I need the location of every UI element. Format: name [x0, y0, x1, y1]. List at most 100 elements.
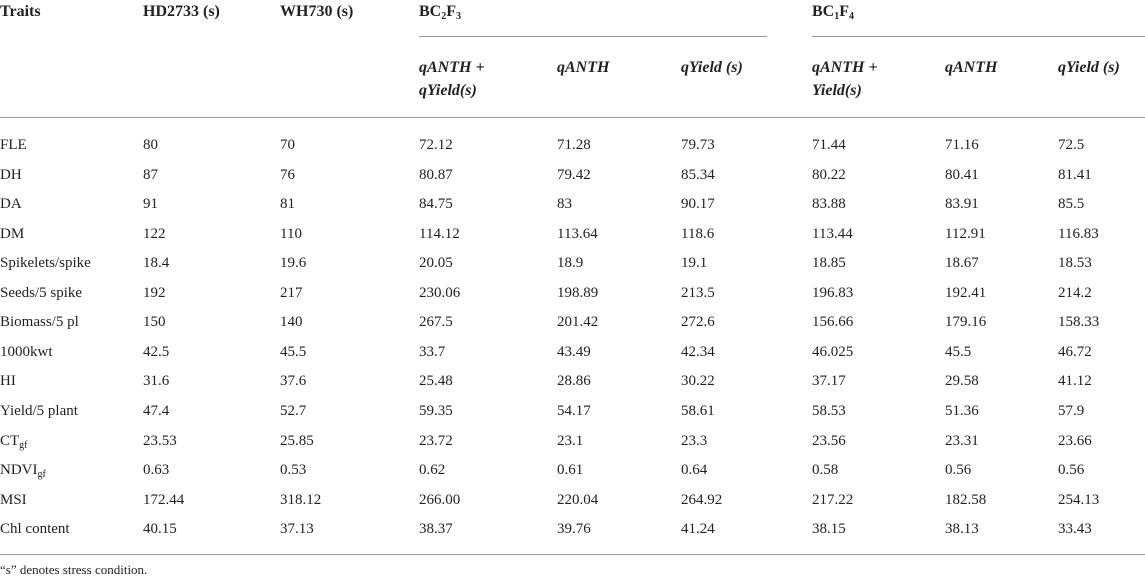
table-cell: 196.83 — [812, 284, 854, 301]
table-cell: 38.37 — [419, 521, 453, 538]
bottom-rule — [0, 554, 1145, 555]
subscript: 1 — [834, 11, 840, 22]
table-cell: 81.41 — [1058, 166, 1092, 183]
table-cell: 23.31 — [945, 432, 979, 449]
table-cell: 37.17 — [812, 373, 846, 390]
table-cell: 72.12 — [419, 137, 453, 153]
table-cell: 51.36 — [945, 402, 979, 419]
table-cell: 83.88 — [812, 196, 846, 213]
table-cell: 118.6 — [681, 225, 715, 242]
table-cell: 230.06 — [419, 284, 461, 301]
table-cell: 0.56 — [945, 462, 972, 479]
table-cell: 83 — [557, 196, 572, 213]
sub-column-header: qANTH + Yield(s) — [812, 59, 878, 99]
table-cell: 72.5 — [1058, 137, 1085, 153]
table-cell: 19.1 — [681, 255, 708, 272]
table-cell: 23.66 — [1058, 432, 1092, 449]
table-cell: 41.24 — [681, 521, 715, 538]
table-cell: 113.64 — [557, 225, 598, 242]
header-rule — [0, 117, 1145, 118]
table-cell: 182.58 — [945, 491, 987, 508]
table-cell: 38.13 — [945, 521, 979, 538]
table-cell: 113.44 — [812, 225, 853, 242]
table-cell: 52.7 — [280, 402, 307, 419]
table-cell: 0.64 — [681, 462, 708, 479]
table-cell: 213.5 — [681, 284, 715, 301]
table-cell: 42.34 — [681, 343, 715, 360]
text-part: F — [446, 3, 457, 20]
table-cell: 33.7 — [419, 343, 446, 360]
table-cell: 272.6 — [681, 314, 715, 331]
table-cell: 57.9 — [1058, 402, 1085, 419]
table-cell: 59.35 — [419, 402, 453, 419]
table-cell: 70 — [280, 137, 295, 153]
table-cell: 217 — [280, 284, 303, 301]
table-cell: 23.72 — [419, 432, 453, 449]
row-label: Seeds/5 spike — [0, 284, 83, 301]
table-cell: 150 — [143, 314, 166, 331]
row-label: DM — [0, 225, 25, 242]
table-cell: 198.89 — [557, 284, 599, 301]
table-cell: 23.53 — [143, 432, 177, 449]
table-cell: 80 — [143, 137, 158, 153]
table-cell: 18.4 — [143, 255, 170, 272]
table-cell: 45.5 — [945, 343, 972, 360]
table-cell: 71.28 — [557, 137, 591, 153]
text-part: NDVI — [0, 462, 38, 479]
table-cell: 18.67 — [945, 255, 979, 272]
table-cell: 79.42 — [557, 166, 591, 183]
table-cell: 140 — [280, 314, 303, 331]
table-cell: 122 — [143, 225, 166, 242]
row-label: DH — [0, 166, 22, 183]
table-cell: 112.91 — [945, 225, 986, 242]
table-cell: 41.12 — [1058, 373, 1092, 390]
group-header: BC1F4 — [812, 1, 854, 23]
table-cell: 80.22 — [812, 166, 846, 183]
text-part: CT — [0, 432, 20, 449]
table-cell: 91 — [143, 196, 158, 213]
table-cell: 46.72 — [1058, 343, 1092, 360]
table-cell: 58.61 — [681, 402, 715, 419]
table-cell: 0.63 — [143, 462, 170, 479]
table-cell: 23.56 — [812, 432, 846, 449]
row-label: NDVIgf — [0, 459, 46, 481]
table-cell: 80.41 — [945, 166, 979, 183]
table-cell: 254.13 — [1058, 491, 1100, 508]
table-cell: 217.22 — [812, 491, 854, 508]
sub-column-header: qANTH — [557, 59, 610, 76]
table-cell: 81 — [280, 196, 295, 213]
sub-column-header: qANTH + qYield(s) — [419, 59, 485, 99]
subscript: 4 — [849, 11, 855, 22]
row-label: CTgf — [0, 430, 28, 452]
table-cell: 54.17 — [557, 402, 591, 419]
table-cell: 192.41 — [945, 284, 987, 301]
table-cell: 25.48 — [419, 373, 453, 390]
column-header: WH730 (s) — [280, 3, 354, 20]
row-label: Chl content — [0, 521, 70, 538]
table-cell: 45.5 — [280, 343, 307, 360]
table-cell: 71.44 — [812, 137, 846, 153]
table-cell: 25.85 — [280, 432, 314, 449]
table-cell: 79.73 — [681, 137, 715, 153]
table-cell: 220.04 — [557, 491, 599, 508]
text-part: F — [839, 3, 850, 20]
table-cell: 76 — [280, 166, 295, 183]
table-cell: 58.53 — [812, 402, 846, 419]
table-cell: 267.5 — [419, 314, 453, 331]
table-cell: 20.05 — [419, 255, 453, 272]
table-cell: 0.58 — [812, 462, 839, 479]
table-cell: 110 — [280, 225, 302, 242]
table-cell: 47.4 — [143, 402, 170, 419]
table-cell: 28.86 — [557, 373, 591, 390]
subscript: gf — [37, 469, 46, 481]
table-cell: 201.42 — [557, 314, 599, 331]
table-cell: 264.92 — [681, 491, 723, 508]
table-cell: 0.61 — [557, 462, 584, 479]
table-cell: 71.16 — [945, 137, 979, 153]
row-label: HI — [0, 373, 16, 390]
text-part: BC — [419, 3, 442, 20]
text-part: BC — [812, 3, 835, 20]
table-cell: 179.16 — [945, 314, 987, 331]
row-label: FLE — [0, 137, 27, 153]
sub-column-header: qYield (s) — [1058, 59, 1120, 76]
